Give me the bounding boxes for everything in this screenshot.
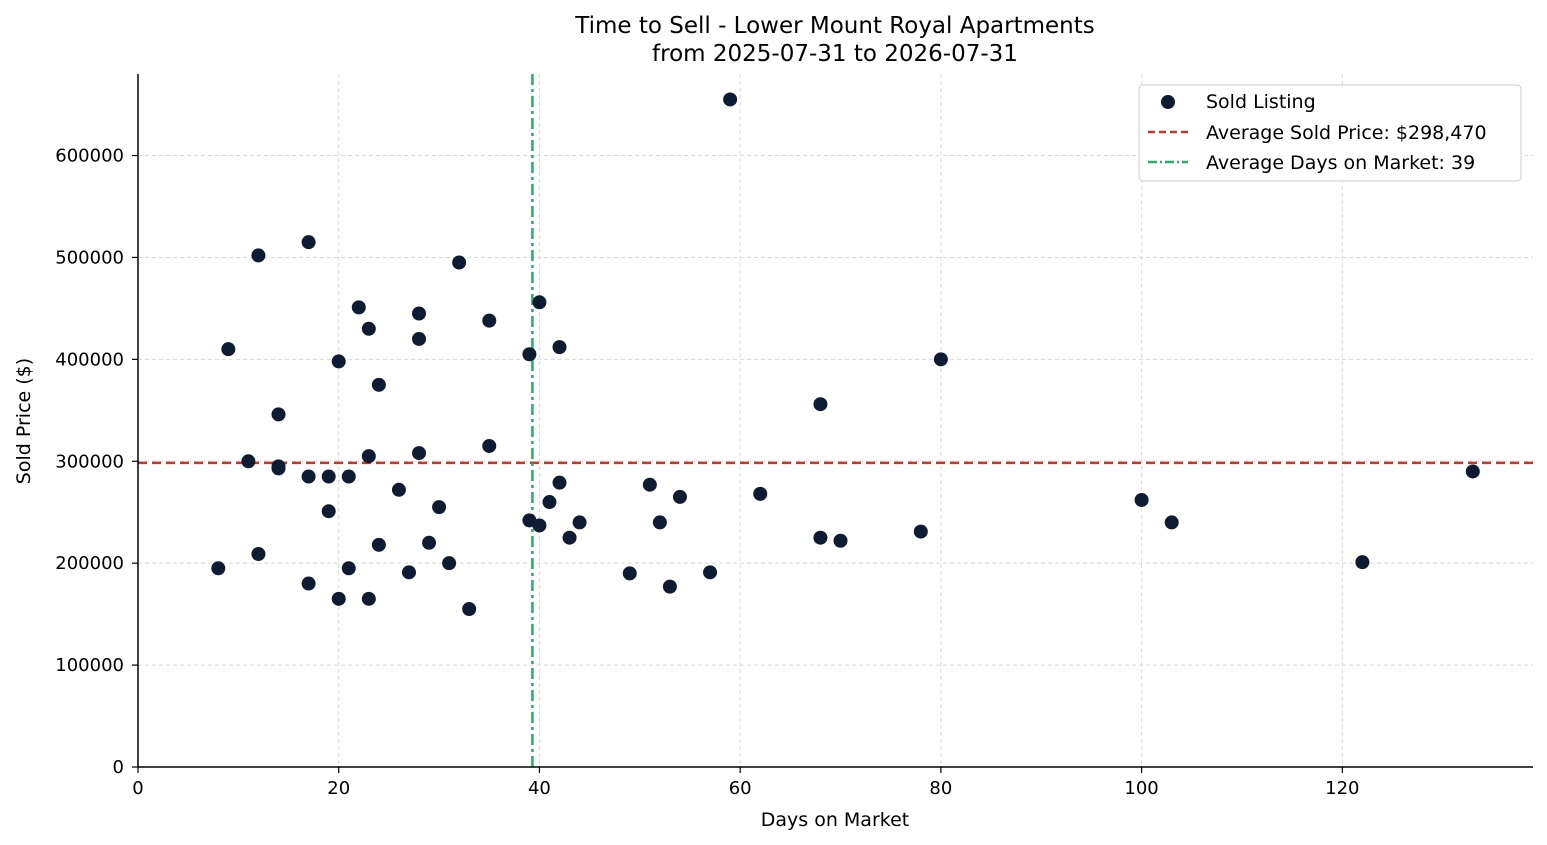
- y-tick-label: 0: [113, 757, 124, 778]
- legend-label-average-days: Average Days on Market: 39: [1206, 152, 1475, 174]
- sold-listing-point: [1164, 515, 1179, 530]
- sold-listing-point: [361, 321, 376, 336]
- legend-box: [1138, 84, 1522, 182]
- legend-marker-sold-listing: [1161, 95, 1175, 109]
- sold-listing-point: [913, 524, 928, 539]
- sold-listing-point: [1355, 555, 1370, 570]
- sold-listing-point: [933, 352, 948, 367]
- y-tick-label: 200000: [55, 553, 124, 574]
- sold-listing-point: [572, 515, 587, 530]
- sold-listing-point: [703, 565, 718, 580]
- sold-listing-point: [371, 377, 386, 392]
- sold-listing-point: [532, 295, 547, 310]
- sold-listing-point: [723, 92, 738, 107]
- sold-listing-point: [412, 331, 427, 346]
- x-tick-label: 100: [1124, 778, 1158, 799]
- sold-listing-point: [331, 354, 346, 369]
- x-tick-label: 0: [132, 778, 143, 799]
- sold-listing-point: [522, 347, 537, 362]
- sold-listing-point: [301, 469, 316, 484]
- y-tick-label: 600000: [55, 146, 124, 167]
- sold-listing-point: [251, 547, 266, 562]
- sold-listing-point: [271, 461, 286, 476]
- y-axis-title: Sold Price ($): [13, 358, 35, 484]
- x-axis-title: Days on Market: [761, 809, 909, 831]
- sold-listing-point: [662, 579, 677, 594]
- sold-listing-point: [331, 591, 346, 606]
- sold-listing-point: [361, 591, 376, 606]
- x-tick-label: 40: [528, 778, 551, 799]
- sold-listing-point: [412, 306, 427, 321]
- chart-title: Time to Sell - Lower Mount Royal Apartme…: [574, 13, 1095, 39]
- sold-listing-point: [251, 248, 266, 263]
- sold-listing-point: [532, 518, 547, 533]
- y-tick-label: 500000: [55, 247, 124, 268]
- sold-listing-point: [542, 495, 557, 510]
- sold-listing-point: [361, 449, 376, 464]
- x-tick-label: 20: [327, 778, 350, 799]
- sold-listing-point: [341, 469, 356, 484]
- tick-labels: 0 20 40 60 80 100 120 0 100000 200000 300000 400000…: [55, 146, 1359, 799]
- sold-listing-point: [552, 475, 567, 490]
- sold-listing-point: [321, 469, 336, 484]
- sold-listing-point: [1134, 492, 1149, 507]
- y-tick-label: 400000: [55, 349, 124, 370]
- x-tick-label: 80: [929, 778, 952, 799]
- sold-listing-point: [562, 530, 577, 545]
- y-tick-label: 100000: [55, 655, 124, 676]
- sold-listing-point: [211, 561, 226, 576]
- chart-subtitle: from 2025-07-31 to 2026-07-31: [652, 41, 1018, 67]
- sold-listing-point: [401, 565, 416, 580]
- sold-listing-point: [672, 489, 687, 504]
- y-tick-label: 300000: [55, 451, 124, 472]
- legend-label-sold-listing: Sold Listing: [1206, 91, 1316, 113]
- x-tick-label: 120: [1325, 778, 1359, 799]
- sold-listing-point: [241, 454, 256, 469]
- sold-listing-point: [442, 556, 457, 571]
- sold-listing-point: [391, 482, 406, 497]
- sold-listing-point: [351, 300, 366, 315]
- sold-listing-point: [271, 407, 286, 422]
- sold-listing-point: [622, 566, 637, 581]
- sold-listing-point: [462, 602, 477, 617]
- sold-listing-point: [642, 477, 657, 492]
- sold-listing-point: [432, 500, 447, 515]
- sold-listing-point: [341, 561, 356, 576]
- sold-listing-point: [813, 530, 828, 545]
- axes: [132, 74, 1533, 773]
- sold-listing-point: [833, 533, 848, 548]
- sold-listing-point: [552, 340, 567, 355]
- sold-listing-point: [1465, 464, 1480, 479]
- legend: Sold Listing Average Sold Price: $298,47…: [1138, 84, 1522, 182]
- x-tick-label: 60: [729, 778, 752, 799]
- sold-listing-point: [422, 535, 437, 550]
- sold-listing-point: [321, 504, 336, 519]
- sold-listing-point: [482, 438, 497, 453]
- sold-listing-point: [452, 255, 467, 270]
- sold-listing-point: [221, 342, 236, 357]
- data-points: [211, 92, 1480, 617]
- sold-listing-point: [813, 397, 828, 412]
- sold-listing-point: [652, 515, 667, 530]
- sold-listing-point: [371, 537, 386, 552]
- sold-listing-point: [412, 446, 427, 461]
- sold-listing-point: [301, 235, 316, 250]
- sold-listing-point: [753, 486, 768, 501]
- sold-listing-point: [301, 576, 316, 591]
- legend-label-average-price: Average Sold Price: $298,470: [1206, 122, 1487, 144]
- sold-listing-point: [482, 313, 497, 328]
